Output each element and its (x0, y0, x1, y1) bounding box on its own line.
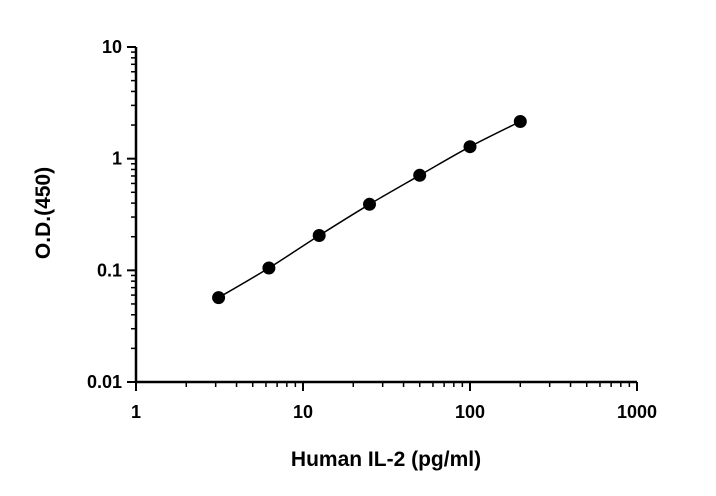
y-tick-label: 10 (102, 37, 122, 57)
data-point (212, 291, 226, 305)
data-point (413, 168, 427, 182)
y-axis-label: O.D.(450) (32, 167, 55, 259)
tick-labels: 1 10 100 1000 0.01 0.1 1 10 (87, 37, 657, 422)
y-tick-label: 0.01 (87, 372, 122, 392)
ticks (127, 46, 638, 391)
data-point (463, 140, 477, 154)
data-point (513, 115, 527, 128)
data-point (262, 261, 276, 275)
data-points (212, 115, 527, 305)
x-tick-label: 1000 (617, 402, 657, 422)
x-axis-label: Human IL-2 (pg/ml) (291, 448, 481, 471)
y-tick-label: 0.1 (97, 260, 122, 280)
x-tick-label: 1 (131, 402, 141, 422)
x-tick-label: 10 (293, 402, 313, 422)
data-point (312, 229, 326, 242)
data-point (363, 197, 376, 211)
axes (134, 47, 637, 384)
x-tick-label: 100 (455, 402, 485, 422)
y-tick-label: 1 (112, 149, 122, 169)
